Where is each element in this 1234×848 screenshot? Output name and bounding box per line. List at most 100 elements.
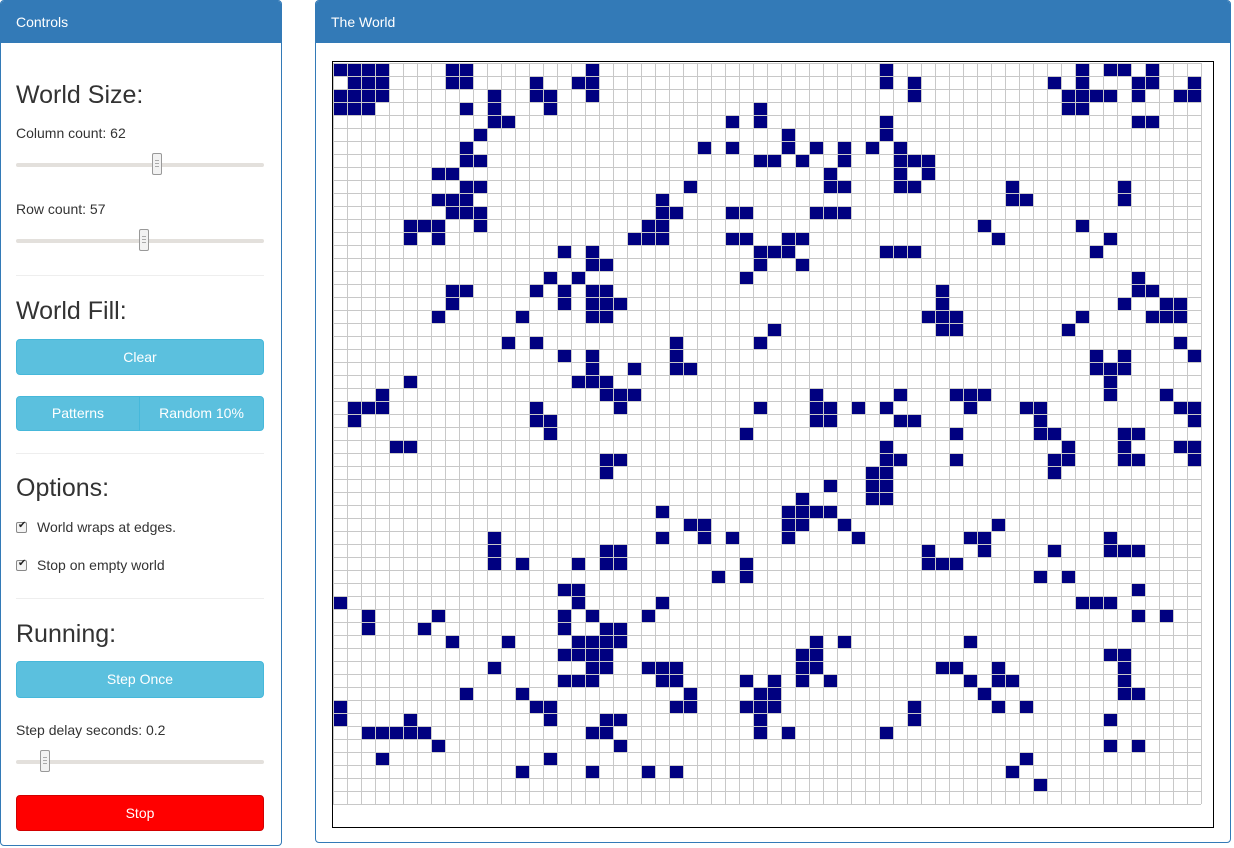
live-cell[interactable] [781,531,795,544]
live-cell[interactable] [1089,89,1103,102]
live-cell[interactable] [557,609,571,622]
live-cell[interactable] [1075,596,1089,609]
live-cell[interactable] [655,531,669,544]
live-cell[interactable] [417,622,431,635]
live-cell[interactable] [585,258,599,271]
live-cell[interactable] [795,492,809,505]
live-cell[interactable] [361,401,375,414]
live-cell[interactable] [809,414,823,427]
live-cell[interactable] [809,648,823,661]
live-cell[interactable] [571,76,585,89]
step-delay-slider-handle[interactable] [40,750,50,772]
live-cell[interactable] [459,102,473,115]
live-cell[interactable] [921,557,935,570]
live-cell[interactable] [1075,219,1089,232]
live-cell[interactable] [641,219,655,232]
live-cell[interactable] [697,141,711,154]
live-cell[interactable] [557,349,571,362]
live-cell[interactable] [641,661,655,674]
live-cell[interactable] [837,141,851,154]
live-cell[interactable] [1075,89,1089,102]
live-cell[interactable] [907,76,921,89]
live-cell[interactable] [333,596,347,609]
live-cell[interactable] [599,375,613,388]
live-cell[interactable] [487,89,501,102]
live-cell[interactable] [375,401,389,414]
live-cell[interactable] [697,531,711,544]
live-cell[interactable] [949,323,963,336]
live-cell[interactable] [795,154,809,167]
live-cell[interactable] [585,284,599,297]
live-cell[interactable] [809,661,823,674]
live-cell[interactable] [935,661,949,674]
live-cell[interactable] [1061,440,1075,453]
live-cell[interactable] [1117,648,1131,661]
live-cell[interactable] [529,414,543,427]
live-cell[interactable] [739,700,753,713]
live-cell[interactable] [599,557,613,570]
live-cell[interactable] [1019,752,1033,765]
step-once-button[interactable]: Step Once [16,661,264,698]
live-cell[interactable] [781,128,795,141]
live-cell[interactable] [361,63,375,76]
live-cell[interactable] [683,687,697,700]
column-count-slider[interactable] [16,153,264,175]
live-cell[interactable] [1173,440,1187,453]
live-cell[interactable] [487,544,501,557]
live-cell[interactable] [1019,401,1033,414]
live-cell[interactable] [879,128,893,141]
live-cell[interactable] [655,674,669,687]
live-cell[interactable] [613,401,627,414]
live-cell[interactable] [865,141,879,154]
row-count-slider[interactable] [16,229,264,251]
live-cell[interactable] [879,466,893,479]
live-cell[interactable] [753,154,767,167]
live-cell[interactable] [1075,310,1089,323]
live-cell[interactable] [935,323,949,336]
live-cell[interactable] [879,492,893,505]
live-cell[interactable] [347,401,361,414]
live-cell[interactable] [1089,596,1103,609]
live-cell[interactable] [935,310,949,323]
world-grid-canvas[interactable] [333,63,1202,805]
live-cell[interactable] [473,154,487,167]
live-cell[interactable] [1103,596,1117,609]
live-cell[interactable] [669,765,683,778]
live-cell[interactable] [655,661,669,674]
live-cell[interactable] [669,206,683,219]
live-cell[interactable] [571,635,585,648]
live-cell[interactable] [1089,349,1103,362]
live-cell[interactable] [445,206,459,219]
live-cell[interactable] [1047,427,1061,440]
live-cell[interactable] [669,700,683,713]
live-cell[interactable] [1103,739,1117,752]
live-cell[interactable] [445,76,459,89]
live-cell[interactable] [1145,76,1159,89]
live-cell[interactable] [1103,531,1117,544]
live-cell[interactable] [767,323,781,336]
live-cell[interactable] [641,765,655,778]
live-cell[interactable] [1075,102,1089,115]
live-cell[interactable] [473,206,487,219]
live-cell[interactable] [1173,401,1187,414]
live-cell[interactable] [795,661,809,674]
live-cell[interactable] [1103,362,1117,375]
live-cell[interactable] [991,518,1005,531]
live-cell[interactable] [599,661,613,674]
live-cell[interactable] [1089,362,1103,375]
live-cell[interactable] [347,102,361,115]
live-cell[interactable] [543,427,557,440]
live-cell[interactable] [599,284,613,297]
live-cell[interactable] [893,180,907,193]
live-cell[interactable] [683,362,697,375]
live-cell[interactable] [417,726,431,739]
live-cell[interactable] [781,245,795,258]
live-cell[interactable] [1075,76,1089,89]
live-cell[interactable] [1117,453,1131,466]
live-cell[interactable] [683,700,697,713]
stop-empty-checkbox[interactable] [16,558,27,571]
live-cell[interactable] [683,518,697,531]
live-cell[interactable] [375,388,389,401]
live-cell[interactable] [655,596,669,609]
live-cell[interactable] [753,245,767,258]
